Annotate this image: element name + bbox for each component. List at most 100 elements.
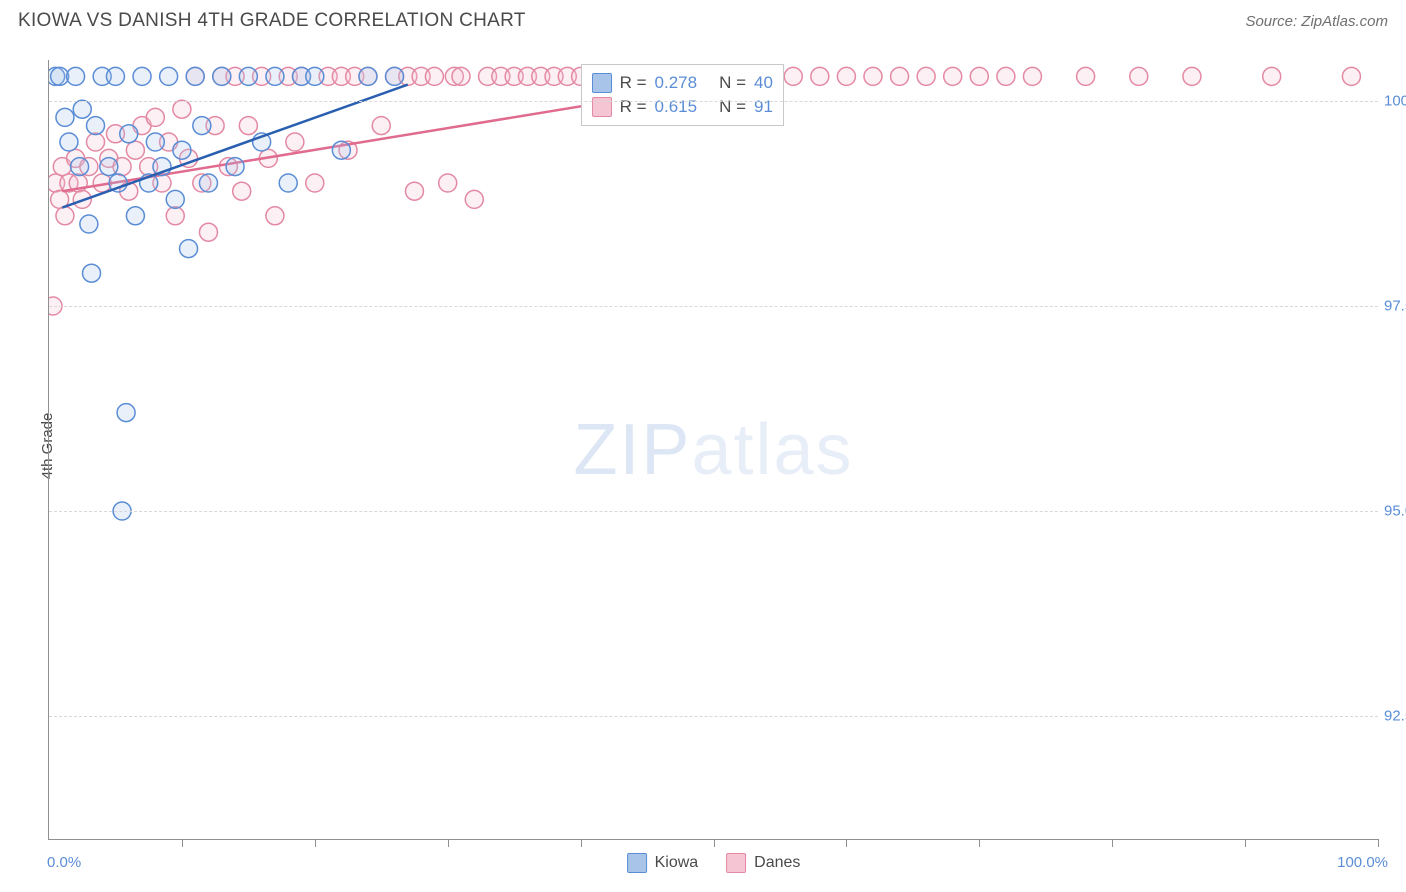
y-tick-label: 95.0% bbox=[1384, 503, 1406, 520]
data-point bbox=[166, 207, 184, 225]
swatch-danes bbox=[592, 97, 612, 117]
data-point bbox=[80, 215, 98, 233]
data-point bbox=[239, 67, 257, 85]
n-value-kiowa: 40 bbox=[754, 73, 773, 93]
y-tick-label: 97.5% bbox=[1384, 298, 1406, 315]
legend-kiowa-label: Kiowa bbox=[655, 854, 699, 872]
chart-title: KIOWA VS DANISH 4TH GRADE CORRELATION CH… bbox=[18, 10, 526, 32]
legend-bottom: Kiowa Danes bbox=[627, 853, 801, 873]
x-tick bbox=[979, 839, 980, 847]
chart-area: ZIPatlas R = 0.278 N = 40 R = 0.615 N = … bbox=[48, 60, 1378, 840]
data-point bbox=[944, 67, 962, 85]
y-tick-label: 100.0% bbox=[1384, 93, 1406, 110]
legend-stats-row-danes: R = 0.615 N = 91 bbox=[592, 95, 773, 119]
data-point bbox=[837, 67, 855, 85]
source-label: Source: ZipAtlas.com bbox=[1245, 13, 1388, 30]
data-point bbox=[286, 133, 304, 151]
legend-stats-row-kiowa: R = 0.278 N = 40 bbox=[592, 71, 773, 95]
n-label: N = bbox=[719, 97, 746, 117]
x-axis-start-label: 0.0% bbox=[47, 854, 81, 871]
data-point bbox=[306, 67, 324, 85]
data-point bbox=[117, 404, 135, 422]
data-point bbox=[226, 158, 244, 176]
legend-stats-box: R = 0.278 N = 40 R = 0.615 N = 91 bbox=[581, 64, 784, 126]
gridline bbox=[49, 101, 1378, 102]
data-point bbox=[917, 67, 935, 85]
data-point bbox=[146, 133, 164, 151]
n-label: N = bbox=[719, 73, 746, 93]
x-tick bbox=[714, 839, 715, 847]
x-tick bbox=[1378, 839, 1379, 847]
n-value-danes: 91 bbox=[754, 97, 773, 117]
swatch-kiowa-icon bbox=[627, 853, 647, 873]
x-tick bbox=[182, 839, 183, 847]
gridline bbox=[49, 511, 1378, 512]
data-point bbox=[891, 67, 909, 85]
data-point bbox=[1183, 67, 1201, 85]
y-tick-label: 92.5% bbox=[1384, 708, 1406, 725]
data-point bbox=[1342, 67, 1360, 85]
data-point bbox=[186, 67, 204, 85]
data-point bbox=[306, 174, 324, 192]
data-point bbox=[439, 174, 457, 192]
data-point bbox=[60, 133, 78, 151]
legend-item-kiowa: Kiowa bbox=[627, 853, 699, 873]
data-point bbox=[465, 190, 483, 208]
data-point bbox=[811, 67, 829, 85]
data-point bbox=[425, 67, 443, 85]
plot-svg bbox=[49, 60, 1378, 839]
x-tick bbox=[581, 839, 582, 847]
x-tick bbox=[1112, 839, 1113, 847]
data-point bbox=[239, 117, 257, 135]
data-point bbox=[160, 67, 178, 85]
data-point bbox=[100, 158, 118, 176]
x-tick bbox=[1245, 839, 1246, 847]
data-point bbox=[193, 117, 211, 135]
data-point bbox=[133, 67, 151, 85]
data-point bbox=[386, 67, 404, 85]
gridline bbox=[49, 306, 1378, 307]
data-point bbox=[233, 182, 251, 200]
r-label: R = bbox=[620, 73, 647, 93]
data-point bbox=[67, 67, 85, 85]
data-point bbox=[180, 240, 198, 258]
data-point bbox=[83, 264, 101, 282]
data-point bbox=[126, 141, 144, 159]
data-point bbox=[372, 117, 390, 135]
legend-danes-label: Danes bbox=[754, 854, 800, 872]
data-point bbox=[405, 182, 423, 200]
data-point bbox=[452, 67, 470, 85]
x-axis-end-label: 100.0% bbox=[1337, 854, 1388, 871]
data-point bbox=[146, 108, 164, 126]
data-point bbox=[126, 207, 144, 225]
data-point bbox=[266, 67, 284, 85]
data-point bbox=[87, 133, 105, 151]
swatch-danes-icon bbox=[726, 853, 746, 873]
data-point bbox=[332, 141, 350, 159]
data-point bbox=[1077, 67, 1095, 85]
x-tick bbox=[315, 839, 316, 847]
data-point bbox=[1130, 67, 1148, 85]
data-point bbox=[166, 190, 184, 208]
r-label: R = bbox=[620, 97, 647, 117]
gridline bbox=[49, 716, 1378, 717]
data-point bbox=[266, 207, 284, 225]
data-point bbox=[970, 67, 988, 85]
data-point bbox=[173, 141, 191, 159]
data-point bbox=[279, 174, 297, 192]
r-value-kiowa: 0.278 bbox=[655, 73, 698, 93]
header: KIOWA VS DANISH 4TH GRADE CORRELATION CH… bbox=[0, 0, 1406, 36]
data-point bbox=[199, 174, 217, 192]
legend-item-danes: Danes bbox=[726, 853, 800, 873]
data-point bbox=[784, 67, 802, 85]
x-tick bbox=[846, 839, 847, 847]
data-point bbox=[56, 108, 74, 126]
data-point bbox=[1023, 67, 1041, 85]
data-point bbox=[173, 100, 191, 118]
data-point bbox=[56, 207, 74, 225]
swatch-kiowa bbox=[592, 73, 612, 93]
data-point bbox=[87, 117, 105, 135]
r-value-danes: 0.615 bbox=[655, 97, 698, 117]
data-point bbox=[71, 158, 89, 176]
data-point bbox=[359, 67, 377, 85]
